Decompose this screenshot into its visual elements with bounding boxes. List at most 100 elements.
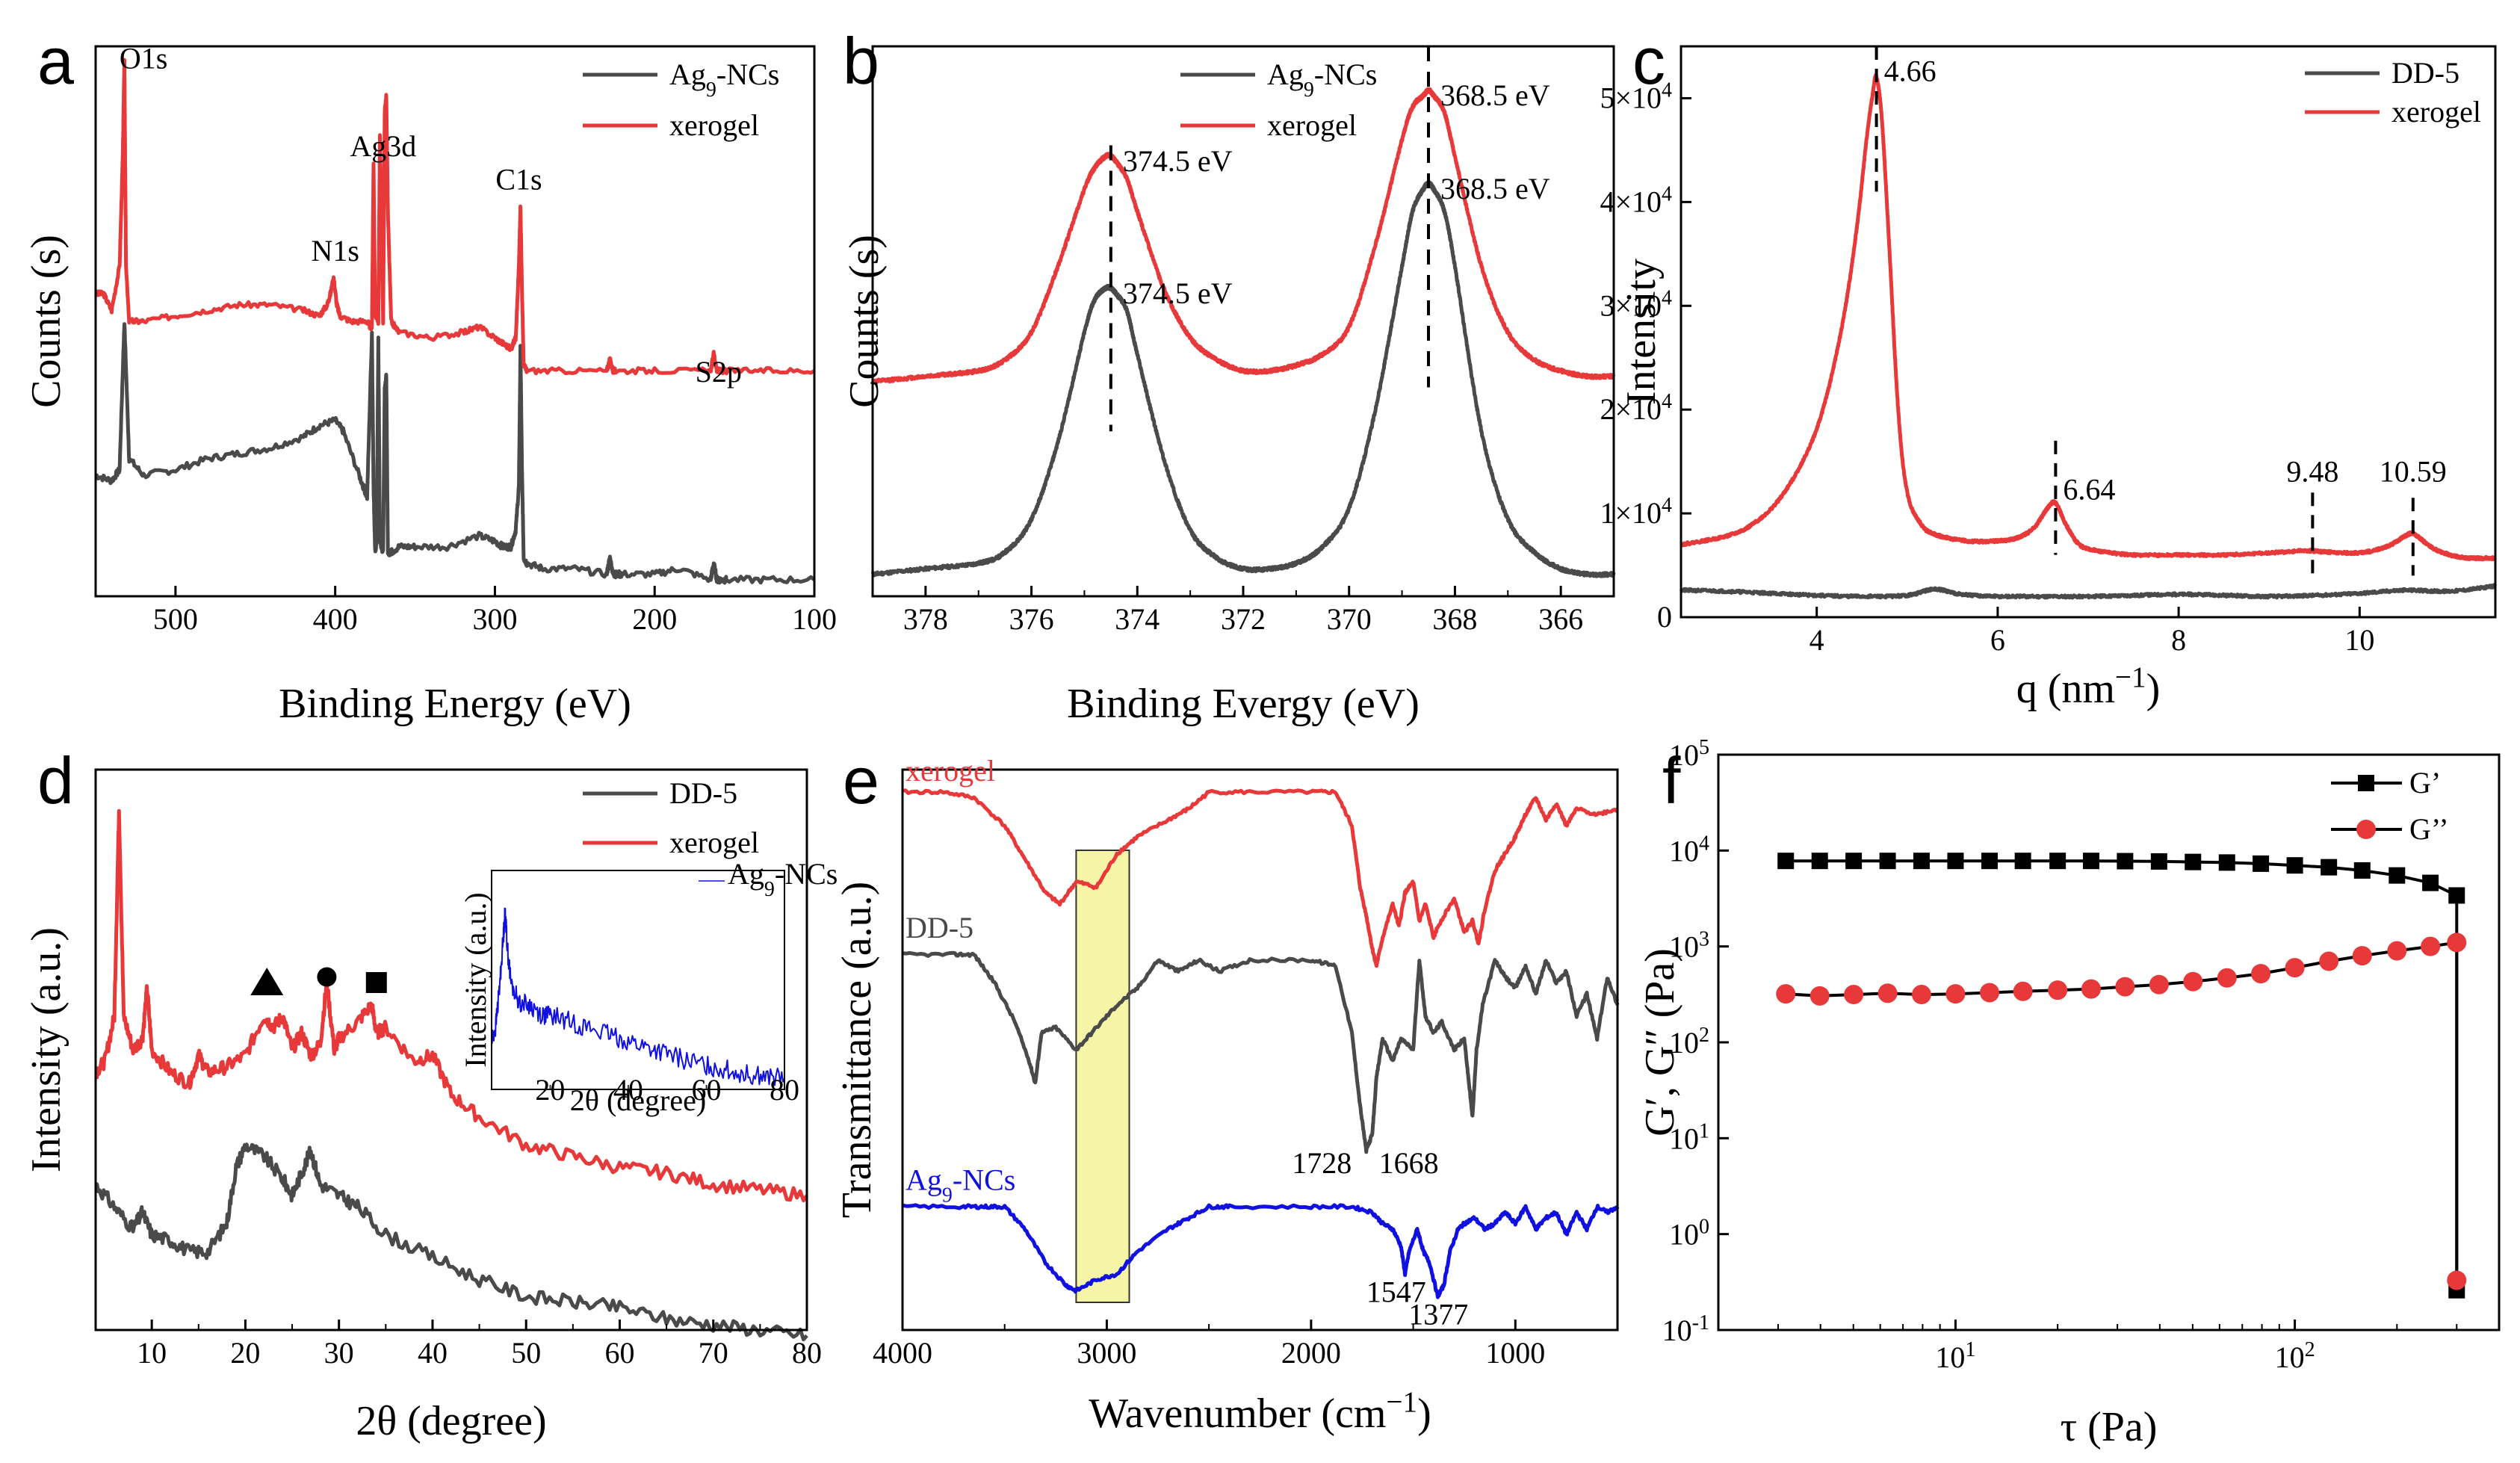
g-double-prime-point xyxy=(2387,941,2407,961)
y-tick-label: 5×104 xyxy=(1600,78,1672,115)
legend-label: xerogel xyxy=(1267,108,1357,142)
plot-frame xyxy=(901,768,1619,1331)
y-axis-title: Counts (s) xyxy=(841,235,888,408)
g-double-prime-point xyxy=(2081,979,2101,999)
panel-label-c: c xyxy=(1632,24,1665,98)
legend-label: G’ xyxy=(2409,766,2441,799)
g-double-prime-point xyxy=(2048,980,2068,1000)
panel-undefined: 20 40 60 80 2θ (degree) Intensity (a.u.) Ag9-N… xyxy=(459,857,838,1117)
g-double-prime-point xyxy=(1776,984,1796,1004)
g-prime-point xyxy=(2150,853,2167,870)
band-label: 1728 xyxy=(1292,1146,1352,1180)
series-dd-5 xyxy=(1680,583,2498,600)
g-prime-point xyxy=(2185,853,2202,870)
y-tick-label: 105 xyxy=(1669,736,1709,773)
g-prime-point xyxy=(1947,853,1964,870)
x-tick-label: 50 xyxy=(511,1336,541,1370)
y-axis-title: Transmittance (a.u.) xyxy=(834,882,880,1219)
series-xerogel xyxy=(94,808,809,1203)
y-axis-title: Counts (s) xyxy=(23,235,69,408)
legend-label: DD-5 xyxy=(669,776,737,810)
series-label-ag9-ncs: Ag9-NCs xyxy=(905,1163,1015,1207)
x-tick-label: 30 xyxy=(324,1336,354,1370)
g-prime-point xyxy=(2082,853,2099,870)
g-double-prime-point xyxy=(2013,981,2033,1001)
series-ag9-ncs xyxy=(95,322,816,585)
g-prime-point xyxy=(2448,887,2465,904)
plot-frame xyxy=(94,45,816,598)
band-label: 1547 xyxy=(1366,1275,1426,1309)
x-tick-label: 102 xyxy=(2275,1338,2315,1375)
y-tick-label: 102 xyxy=(1669,1024,1709,1060)
g-prime-point xyxy=(2353,862,2371,879)
legend-label: xerogel xyxy=(669,826,759,859)
peak-label: 10.59 xyxy=(2380,454,2447,488)
x-tick-label: 378 xyxy=(903,602,948,636)
y-tick-label: 101 xyxy=(1669,1119,1709,1156)
fit-line xyxy=(1786,941,2459,1281)
panel-d: 10 20 30 40 50 60 70 80 2θ (degree) Intensity (a.… xyxy=(23,768,822,1444)
series-label-xerogel: xerogel xyxy=(905,754,995,788)
x-tick-label: 400 xyxy=(313,602,358,636)
x-tick-label: 100 xyxy=(792,602,837,636)
panel-f: 101 102 10-1 100 101 102 103 104 105 τ (Pa) G′, G″… xyxy=(1637,736,2501,1450)
g-double-prime-point xyxy=(2421,936,2441,956)
legend-label: DD-5 xyxy=(2391,56,2459,90)
g-double-prime-point xyxy=(1809,986,1830,1006)
triangle-marker xyxy=(250,968,284,995)
series-xerogel xyxy=(902,788,1619,968)
square-marker xyxy=(365,972,387,993)
inset-frame xyxy=(491,870,785,1090)
g-double-prime-point xyxy=(2352,946,2372,966)
y-tick-label: 103 xyxy=(1669,927,1709,964)
peak-label: 4.66 xyxy=(1884,55,1937,88)
x-tick-label: 374 xyxy=(1115,602,1160,636)
g-prime-point xyxy=(2286,857,2303,874)
peak-label: 368.5 eV xyxy=(1440,172,1550,205)
highlight-region xyxy=(1075,850,1130,1303)
y-tick-label: 104 xyxy=(1669,832,1709,868)
g-double-prime-point xyxy=(1911,985,1931,1005)
band-label: 1377 xyxy=(1408,1298,1468,1331)
peak-label: 368.5 eV xyxy=(1440,78,1550,112)
inset-y-axis-title: Intensity (a.u.) xyxy=(459,892,492,1067)
peak-label: 6.64 xyxy=(2063,472,2115,506)
x-tick-label: 376 xyxy=(1009,602,1054,636)
x-tick-label: 8 xyxy=(2171,623,2186,657)
panel-label-b: b xyxy=(843,24,879,98)
panel-label-a: a xyxy=(37,24,74,98)
peak-label: N1s xyxy=(311,234,359,267)
x-tick-label: 500 xyxy=(153,602,198,636)
peak-label: Ag3d xyxy=(350,129,416,163)
g-prime-point xyxy=(1811,853,1828,870)
panel-label-d: d xyxy=(37,743,74,817)
series-xerogel xyxy=(94,58,816,376)
x-tick-label: 2000 xyxy=(1281,1336,1341,1370)
x-axis-title: 2θ (degree) xyxy=(356,1398,546,1444)
g-double-prime-point xyxy=(2217,968,2237,988)
series-xerogel xyxy=(871,87,1616,386)
series-ag9-ncs xyxy=(870,180,1616,578)
g-double-prime-point xyxy=(2149,974,2169,995)
g-prime-point xyxy=(2049,853,2067,870)
x-tick-label: 4 xyxy=(1809,623,1824,657)
g-prime-point xyxy=(1845,853,1863,870)
panel-a: 500 400 300 200 100 Binding Energy (eV) Counts… xyxy=(23,41,837,727)
series-ag9-ncs xyxy=(902,1203,1620,1299)
inset-x-tick-label: 20 xyxy=(535,1073,565,1107)
g-prime-point xyxy=(2014,853,2031,870)
y-tick-label: 1×104 xyxy=(1600,494,1672,531)
plot-frame xyxy=(1680,45,2497,619)
x-tick-label: 60 xyxy=(604,1336,634,1370)
circle-marker xyxy=(317,967,337,987)
x-tick-label: 366 xyxy=(1538,602,1583,636)
y-tick-label: 10-1 xyxy=(1662,1311,1709,1348)
peak-label: 9.48 xyxy=(2286,454,2338,488)
g-prime-point xyxy=(1981,853,1999,870)
inset-series-ag9-ncs xyxy=(491,907,785,1086)
plot-frame xyxy=(94,768,808,1331)
panel-label-f: f xyxy=(1662,743,1681,817)
x-tick-label: 80 xyxy=(792,1336,822,1370)
g-double-prime-point xyxy=(2447,1270,2467,1290)
